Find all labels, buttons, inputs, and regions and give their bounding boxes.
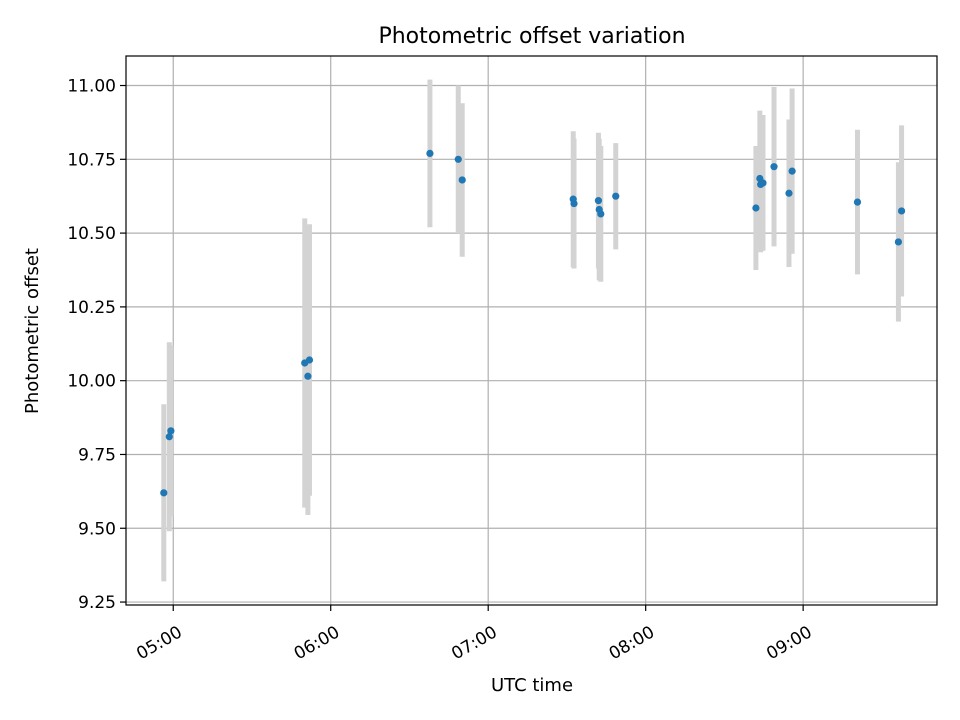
data-point [160,489,168,497]
y-axis-ticks: 9.25 9.50 9.75 10.00 10.25 10.50 10.75 11.00 [67,77,126,613]
data-point [752,204,760,212]
y-tick-label: 9.25 [78,593,116,613]
data-point [897,207,906,215]
data-point [167,427,175,435]
data-point [759,179,767,187]
data-point [597,210,605,218]
y-tick-label: 11.00 [67,77,116,97]
plot-frame [125,55,938,606]
data-point [853,198,862,206]
y-tick-label: 10.50 [67,224,116,244]
data-point [894,238,903,246]
y-tick-label: 10.75 [67,150,116,170]
data-point [570,199,578,208]
data-point [426,149,434,158]
data-points [160,149,906,497]
y-axis-label: Photometric offset [22,248,43,414]
data-point [612,192,620,200]
y-tick-label: 10.25 [67,298,116,318]
data-point [594,197,603,205]
data-point [458,176,466,184]
y-tick-label: 9.50 [78,519,116,539]
data-point [785,189,793,197]
data-point [454,155,462,163]
data-point [305,356,314,364]
chart-title: Photometric offset variation [378,24,685,49]
data-point [304,372,312,380]
data-point [770,163,778,171]
grid-lines [126,56,937,605]
x-axis-label: UTC time [491,675,573,696]
data-point [788,167,796,175]
data-point [165,433,173,441]
y-tick-label: 10.00 [67,372,116,392]
y-tick-label: 9.75 [78,445,116,465]
plot-area [126,56,937,605]
